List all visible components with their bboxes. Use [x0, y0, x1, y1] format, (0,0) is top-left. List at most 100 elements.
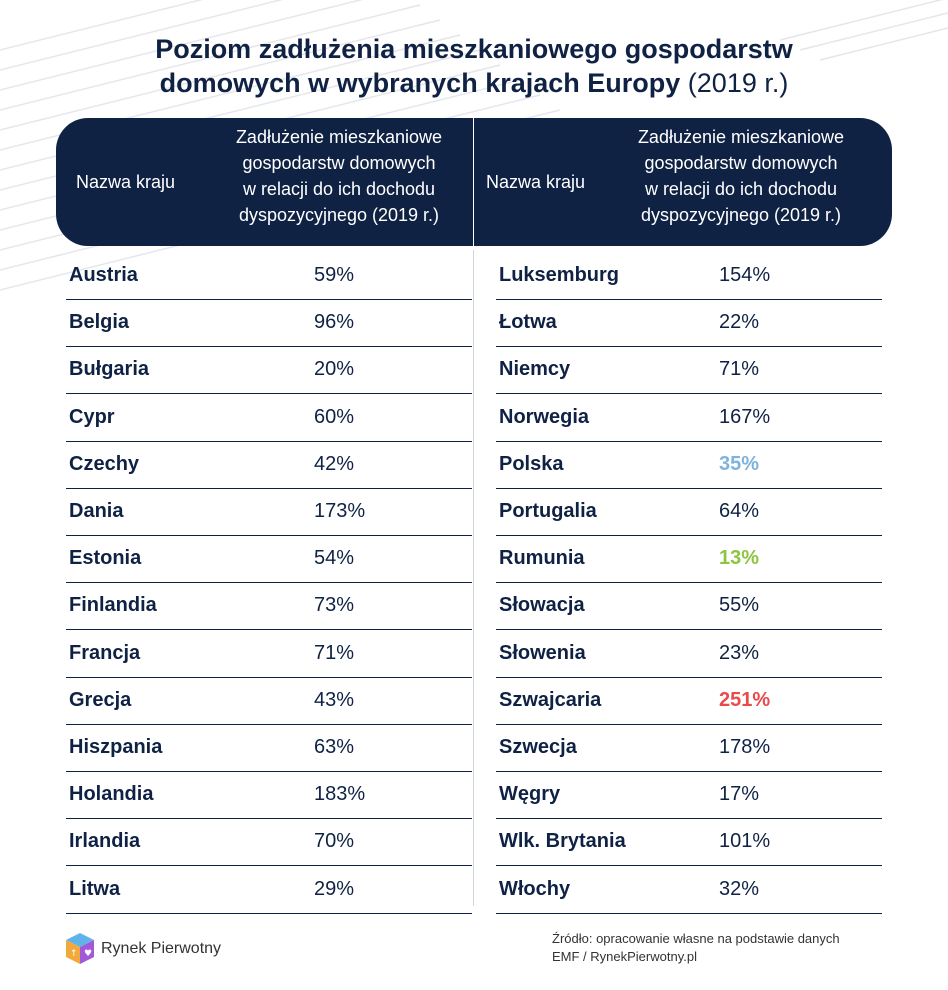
- source-line: Źródło: opracowanie własne na podstawie …: [552, 931, 840, 946]
- header-metric-line: gospodarstw domowych: [644, 153, 838, 173]
- header-metric-line: w relacji do ich dochodu: [242, 179, 436, 199]
- title-line-1: Poziom zadłużenia mieszkaniowego gospoda…: [155, 34, 793, 64]
- value-cell: 42%: [314, 452, 355, 475]
- value-cell: 20%: [314, 358, 355, 381]
- country-cell: Norwegia: [499, 405, 590, 428]
- value-cell: 64%: [719, 500, 760, 522]
- value-cell: 183%: [314, 783, 366, 806]
- country-cell: Węgry: [499, 783, 561, 806]
- country-cell: Irlandia: [69, 830, 141, 853]
- country-cell: Polska: [499, 452, 564, 475]
- source-note: Źródło: opracowanie własne na podstawie …: [552, 930, 892, 966]
- source-line: EMF / RynekPierwotny.pl: [552, 949, 697, 964]
- header-metric-line: w relacji do ich dochodu: [644, 179, 838, 199]
- value-cell: 17%: [719, 783, 760, 806]
- country-cell: Litwa: [69, 877, 121, 900]
- country-cell: Łotwa: [499, 311, 557, 334]
- table-row: Czechy 42%: [66, 441, 472, 489]
- value-cell: 73%: [314, 594, 355, 617]
- table-row: Belgia 96%: [66, 299, 472, 348]
- svg-text:↑: ↑: [70, 949, 78, 959]
- value-cell: 59%: [314, 264, 355, 286]
- value-cell: 63%: [314, 736, 355, 758]
- table-row: Norwegia 167%: [496, 394, 882, 442]
- country-cell: Słowacja: [499, 594, 585, 617]
- table-row: Bułgaria 20%: [66, 346, 472, 395]
- table-row: Węgry 17%: [496, 771, 882, 820]
- country-cell: Finlandia: [69, 594, 157, 617]
- value-cell: 154%: [719, 264, 771, 286]
- value-cell: 70%: [314, 830, 355, 853]
- value-cell: 43%: [314, 688, 355, 711]
- header-metric-line: Zadłużenie mieszkaniowe: [637, 127, 845, 147]
- value-cell: 173%: [314, 500, 366, 522]
- value-cell: 60%: [314, 405, 355, 428]
- country-cell: Szwajcaria: [499, 688, 602, 711]
- header-metric-right: Zadłużenie mieszkaniowe gospodarstw domo…: [606, 124, 876, 228]
- header-country-left: Nazwa kraju: [76, 172, 176, 192]
- header-metric-line: gospodarstw domowych: [242, 153, 436, 173]
- column-divider: [473, 250, 474, 906]
- value-cell: 167%: [719, 405, 771, 428]
- country-cell: Słowenia: [499, 641, 586, 664]
- country-cell: Czechy: [69, 452, 140, 475]
- table-row: Finlandia 73%: [66, 582, 472, 631]
- value-cell: 13%: [719, 547, 760, 570]
- country-cell: Wlk. Brytania: [499, 830, 626, 853]
- value-cell: 251%: [719, 688, 771, 711]
- table-row: Luksemburg 154%: [496, 252, 882, 300]
- table-row: Włochy 32%: [496, 866, 882, 914]
- table-row: Dania 173%: [66, 488, 472, 536]
- country-cell: Austria: [69, 264, 138, 286]
- table-row: Szwecja 178%: [496, 724, 882, 772]
- country-cell: Włochy: [499, 877, 571, 900]
- table-row: Estonia 54%: [66, 535, 472, 584]
- header-country-right: Nazwa kraju: [486, 172, 586, 192]
- title-line-2-bold: domowych w wybranych krajach Europy: [159, 68, 681, 98]
- table-row: Litwa 29%: [66, 866, 472, 914]
- header-metric-line: Zadłużenie mieszkaniowe: [235, 127, 443, 147]
- country-cell: Dania: [69, 500, 124, 522]
- country-cell: Niemcy: [499, 358, 571, 381]
- value-cell: 101%: [719, 830, 771, 853]
- table-row: Hiszpania 63%: [66, 724, 472, 772]
- table-row: Grecja 43%: [66, 677, 472, 725]
- country-cell: Holandia: [69, 783, 154, 806]
- value-cell: 22%: [719, 311, 760, 334]
- header-metric-line: dyspozycyjnego (2019 r.): [238, 205, 440, 225]
- table-row: Słowenia 23%: [496, 630, 882, 678]
- table-row: Cypr 60%: [66, 394, 472, 442]
- country-cell: Hiszpania: [69, 736, 163, 758]
- page-title: Poziom zadłużenia mieszkaniowego gospoda…: [0, 32, 948, 100]
- table-row: Łotwa 22%: [496, 299, 882, 348]
- value-cell: 32%: [719, 877, 760, 900]
- table-row: Słowacja 55%: [496, 582, 882, 631]
- country-cell: Estonia: [69, 547, 142, 570]
- table-row: Rumunia 13%: [496, 535, 882, 584]
- table-row: Holandia 183%: [66, 771, 472, 820]
- country-cell: Luksemburg: [499, 264, 620, 286]
- table-row: Wlk. Brytania 101%: [496, 818, 882, 867]
- table-row: Polska 35%: [496, 441, 882, 489]
- table-header: [56, 118, 892, 246]
- header-metric-line: dyspozycyjnego (2019 r.): [640, 205, 842, 225]
- value-cell: 54%: [314, 547, 355, 570]
- value-cell: 71%: [314, 641, 355, 664]
- country-cell: Francja: [69, 641, 141, 664]
- table-row: Portugalia 64%: [496, 488, 882, 536]
- country-cell: Bułgaria: [69, 358, 150, 381]
- country-cell: Belgia: [69, 311, 130, 334]
- country-cell: Rumunia: [499, 547, 585, 570]
- title-year: (2019 r.): [687, 68, 789, 98]
- table-row: Austria 59%: [66, 252, 472, 300]
- country-cell: Portugalia: [499, 500, 597, 522]
- table-row: Niemcy 71%: [496, 346, 882, 395]
- country-cell: Cypr: [69, 405, 115, 428]
- country-cell: Grecja: [69, 688, 132, 711]
- svg-text:♥: ♥: [84, 949, 92, 959]
- brand-name: Rynek Pierwotny: [101, 940, 222, 957]
- table-row: Francja 71%: [66, 630, 472, 678]
- header-metric-left: Zadłużenie mieszkaniowe gospodarstw domo…: [204, 124, 474, 228]
- header-divider: [473, 118, 474, 246]
- value-cell: 55%: [719, 594, 760, 617]
